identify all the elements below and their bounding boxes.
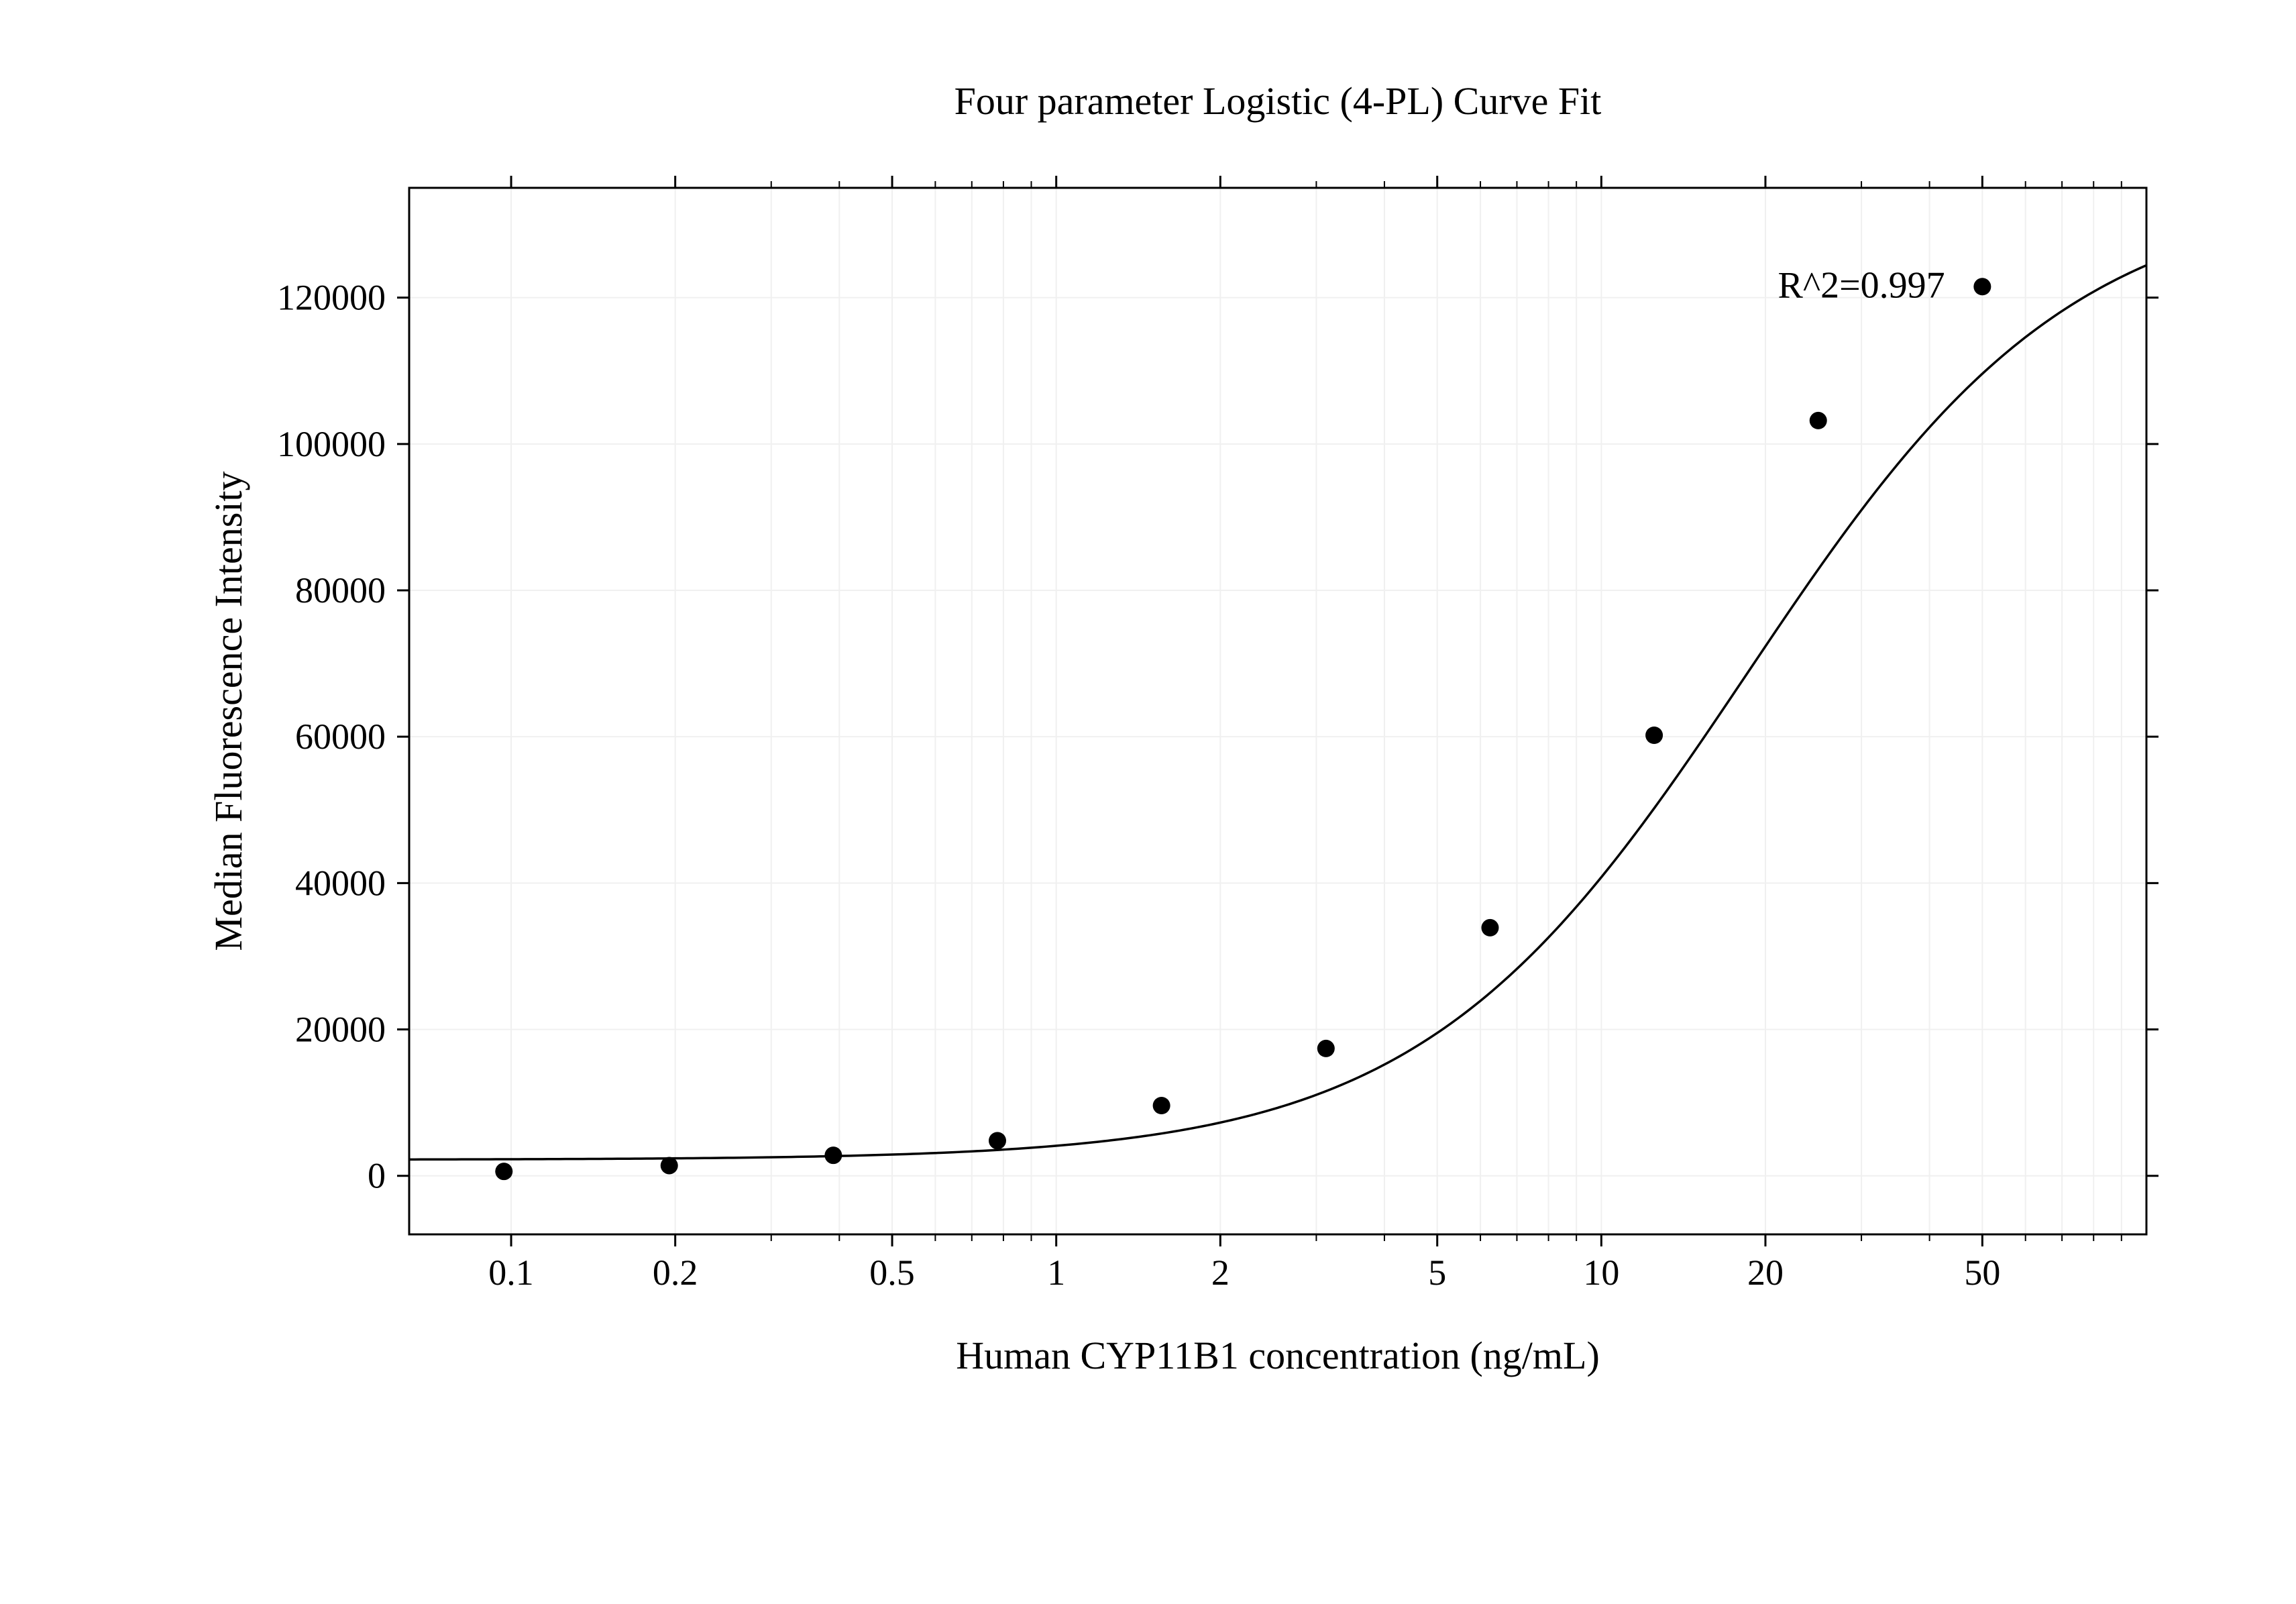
x-tick-label: 0.2 xyxy=(653,1252,698,1293)
chart-title: Four parameter Logistic (4-PL) Curve Fit xyxy=(954,79,1602,123)
data-point xyxy=(824,1146,842,1164)
data-point xyxy=(661,1157,678,1174)
data-point xyxy=(1810,412,1827,429)
y-axis-label: Median Fluorescence Intensity xyxy=(207,471,250,951)
x-tick-label: 20 xyxy=(1747,1252,1784,1293)
chart-svg: 0 20000 40000 60000 80000 100000 120000 0.1 0.2 0… xyxy=(0,0,2296,1604)
data-point xyxy=(1973,278,1991,295)
x-tick-label: 0.5 xyxy=(869,1252,915,1293)
y-tick-label: 100000 xyxy=(277,424,386,464)
x-axis-label: Human CYP11B1 concentration (ng/mL) xyxy=(956,1334,1600,1377)
x-tick-label: 0.1 xyxy=(488,1252,534,1293)
y-tick-label: 0 xyxy=(368,1156,386,1196)
x-tick-label: 50 xyxy=(1964,1252,2000,1293)
y-tick-label: 20000 xyxy=(295,1010,386,1050)
x-tick-label: 5 xyxy=(1428,1252,1446,1293)
data-point xyxy=(1317,1040,1335,1057)
r-squared-annotation: R^2=0.997 xyxy=(1778,265,1945,307)
x-tick-label: 10 xyxy=(1583,1252,1619,1293)
x-tick-label: 2 xyxy=(1211,1252,1229,1293)
y-tick-label: 120000 xyxy=(277,278,386,318)
x-tick-label: 1 xyxy=(1047,1252,1065,1293)
y-tick-label: 40000 xyxy=(295,863,386,903)
data-point xyxy=(1481,919,1498,937)
y-tick-label: 60000 xyxy=(295,716,386,757)
data-point xyxy=(1153,1097,1170,1114)
chart-container: 0 20000 40000 60000 80000 100000 120000 0.1 0.2 0… xyxy=(0,0,2296,1604)
y-tick-label: 80000 xyxy=(295,570,386,610)
data-point xyxy=(989,1132,1006,1149)
data-point xyxy=(1645,727,1663,744)
data-point xyxy=(495,1163,512,1180)
